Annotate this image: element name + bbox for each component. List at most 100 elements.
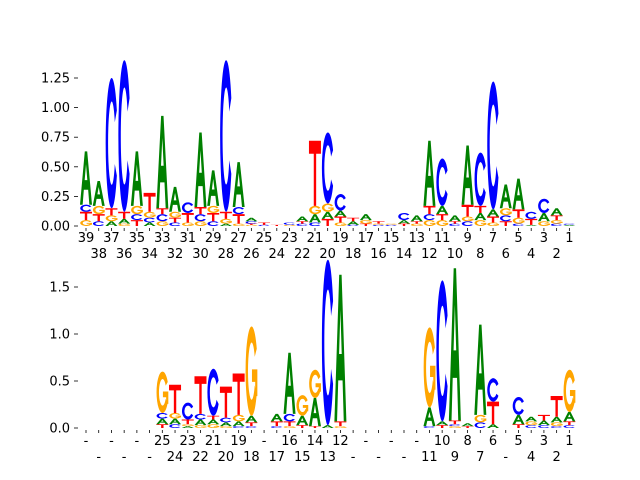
logo-letter-C-shape (321, 259, 334, 426)
logo-letter-G-shape (137, 209, 143, 213)
logo-letter-T-shape (245, 223, 258, 225)
logo-panel-top: 0.000.250.500.751.001.253938373635343332… (41, 60, 576, 262)
logo-letter-C (334, 194, 346, 211)
logo-letter-A-shape (474, 324, 487, 415)
logo-letter-G-shape (302, 405, 309, 412)
logo-letter-C (398, 212, 410, 221)
logo-letter-C (550, 223, 563, 226)
logo-letter-C (436, 158, 448, 206)
logo-letter-A-shape (525, 416, 538, 422)
logo-letter-T (436, 425, 449, 428)
logo-letter-G-shape (181, 424, 194, 427)
logo-letter-G (474, 414, 487, 423)
x-tick-label: - (147, 450, 152, 465)
logo-letter-G-shape (188, 224, 194, 226)
logo-letter-G-shape (436, 220, 448, 226)
logo-letter-C-shape (436, 280, 448, 422)
logo-letter-C-shape (118, 60, 130, 212)
logo-letter-A (194, 132, 207, 208)
logo-letter-G-shape (341, 224, 347, 226)
logo-letter-G-shape (239, 224, 245, 226)
logo-letter-G (385, 223, 398, 225)
x-tick-label: 3 (540, 231, 548, 246)
logo-letter-G-shape (544, 223, 550, 225)
logo-letter-A-shape (359, 214, 372, 221)
logo-letter-A-shape (169, 418, 182, 425)
logo-letter-G (220, 218, 232, 224)
logo-letter-C (550, 426, 563, 428)
logo-letter-C-shape (156, 214, 168, 222)
logo-letter-A (181, 426, 194, 428)
x-tick-label: 20 (319, 247, 336, 262)
x-tick-label: 14 (396, 247, 413, 262)
logo-letter-T (169, 217, 182, 223)
logo-letter-G (461, 216, 474, 222)
logo-letter-A (499, 184, 512, 209)
logo-letter-G-shape (194, 221, 206, 226)
logo-letter-A-shape (487, 424, 500, 428)
logo-letter-G-shape (557, 221, 563, 223)
y-tick-label: 1.5 (49, 281, 70, 296)
logo-letter-T-shape (563, 421, 576, 426)
logo-letter-C-shape (92, 221, 105, 226)
logo-letter-C-shape (385, 224, 397, 226)
logo-letter-C-shape (525, 425, 537, 428)
logo-letter-C-shape (181, 202, 194, 213)
logo-letter-C (385, 224, 397, 226)
logo-letter-C-shape (398, 212, 410, 221)
logo-letter-C-shape (474, 152, 486, 206)
logo-letter-C-shape (232, 207, 245, 215)
logo-letter-T-shape (207, 212, 220, 222)
x-tick-label: 18 (243, 450, 260, 465)
x-tick-label: 36 (116, 247, 133, 262)
logo-letter-A (537, 212, 550, 222)
logo-letter-C-shape (550, 426, 563, 428)
x-tick-label: 28 (218, 247, 235, 262)
y-tick-label: 0.75 (41, 131, 70, 146)
logo-letter-G-shape (480, 418, 487, 421)
logo-letter-A (232, 162, 245, 208)
logo-letter-T (92, 214, 105, 222)
logo-letter-T (461, 204, 474, 217)
x-tick-label: 21 (205, 434, 222, 449)
logo-letter-C-shape (80, 204, 92, 212)
logo-letter-A (410, 215, 423, 222)
logo-letter-G-shape (220, 426, 232, 428)
x-tick-label: - (84, 434, 89, 449)
x-tick-label: 22 (192, 450, 209, 465)
logo-letter-G-shape (487, 222, 499, 226)
logo-letter-A (461, 145, 474, 205)
logo-letter-A (283, 352, 296, 414)
logo-letter-C (181, 202, 194, 213)
logo-letter-A (296, 415, 309, 426)
logo-letter-C-shape (194, 413, 206, 420)
logo-letter-G-shape (86, 222, 92, 225)
logo-letter-G-shape (283, 426, 295, 428)
logo-letter-C (372, 224, 384, 226)
x-tick-label: 18 (345, 247, 362, 262)
logo-letter-A-shape (207, 170, 220, 206)
logo-letter-G-shape (131, 205, 143, 215)
x-tick-label: 29 (205, 231, 222, 246)
logo-letter-G-shape (162, 391, 169, 404)
logo-letter-T (461, 426, 474, 428)
logo-letter-G (207, 424, 220, 428)
logo-letter-G-shape (417, 224, 423, 226)
logo-letter-A-shape (156, 115, 169, 209)
logo-letter-C (563, 425, 575, 428)
logo-letter-C (80, 204, 92, 212)
logo-letter-G (550, 220, 563, 224)
logo-letter-A-shape (423, 407, 436, 427)
x-tick-label: 19 (332, 231, 349, 246)
x-tick-label: - (503, 450, 508, 465)
logo-letter-C (271, 426, 283, 428)
x-tick-label: 21 (307, 231, 324, 246)
logo-letter-A (169, 186, 182, 212)
y-tick-label: 0.25 (41, 190, 70, 205)
logo-letter-G-shape (239, 417, 245, 420)
logo-letter-C-shape (423, 214, 435, 221)
logo-letter-G-shape (449, 426, 461, 428)
logo-letter-C (207, 368, 219, 416)
logo-letter-T-shape (232, 214, 245, 224)
logo-letter-T-shape (258, 222, 271, 225)
